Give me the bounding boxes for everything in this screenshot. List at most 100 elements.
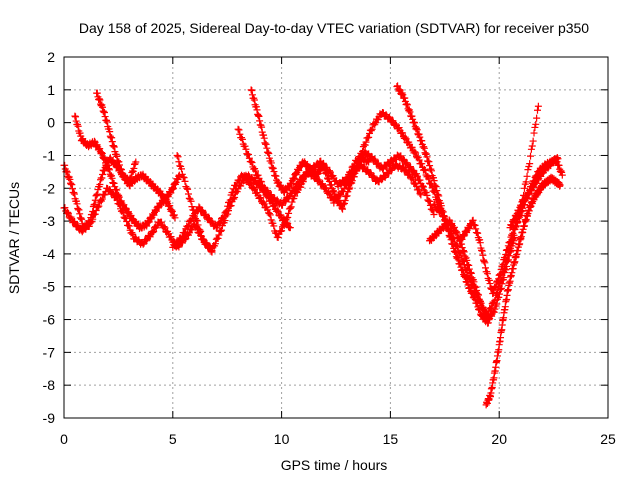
data-point [512, 211, 520, 219]
data-point [112, 185, 120, 193]
data-point [127, 212, 135, 220]
data-point [352, 163, 360, 171]
data-point [495, 275, 503, 283]
y-tick-label: -8 [43, 377, 56, 393]
data-point [327, 181, 335, 189]
data-point [67, 179, 75, 187]
data-point [365, 158, 373, 166]
data-point [87, 214, 95, 222]
data-series-sat-o [482, 173, 564, 409]
data-point [427, 165, 435, 173]
data-point [471, 221, 479, 229]
data-point [475, 296, 483, 304]
data-point [99, 171, 107, 179]
data-point [113, 152, 121, 160]
data-point [529, 137, 537, 145]
data-point [556, 181, 564, 189]
data-point [63, 208, 71, 216]
x-tick-label: 5 [169, 431, 177, 447]
data-point [405, 107, 413, 115]
data-point [408, 112, 416, 120]
data-point [254, 171, 262, 179]
data-point [73, 120, 81, 128]
data-point [485, 276, 493, 284]
data-point [175, 171, 183, 179]
data-point [361, 141, 369, 149]
data-point [413, 124, 421, 132]
data-point [352, 166, 360, 174]
data-point [255, 112, 263, 120]
data-point [420, 143, 428, 151]
x-tick-label: 0 [60, 431, 68, 447]
data-point [470, 294, 478, 302]
data-point [68, 185, 76, 193]
data-point [527, 187, 535, 195]
data-point [66, 175, 74, 183]
data-point [89, 208, 97, 216]
data-point [450, 235, 458, 243]
data-point [522, 178, 530, 186]
data-point [527, 145, 535, 153]
data-point [492, 282, 500, 290]
data-point [286, 224, 294, 232]
data-point [260, 131, 268, 139]
data-point [349, 171, 357, 179]
data-point [345, 185, 353, 193]
data-point [394, 82, 402, 90]
data-point [523, 172, 531, 180]
data-point [274, 233, 282, 241]
data-point [103, 158, 111, 166]
data-point [368, 125, 376, 133]
data-point [531, 123, 539, 131]
data-point [425, 158, 433, 166]
data-point [132, 158, 140, 166]
data-point [196, 226, 204, 234]
data-series-sat-c [71, 112, 183, 233]
data-point [491, 284, 499, 292]
data-point [362, 138, 370, 146]
data-point [497, 270, 505, 278]
data-point [528, 142, 536, 150]
data-point [253, 189, 261, 197]
data-point [160, 223, 168, 231]
data-point [64, 209, 72, 217]
data-point [93, 89, 101, 97]
data-point [401, 133, 409, 141]
data-point [418, 160, 426, 168]
data-point [484, 311, 492, 319]
data-point [532, 120, 540, 128]
data-point [419, 183, 427, 191]
data-point [70, 189, 78, 197]
data-point [450, 223, 458, 231]
data-point [78, 215, 86, 223]
y-axis-label: SDTVAR / TECUs [6, 182, 22, 294]
data-point [429, 207, 437, 215]
data-point [174, 153, 182, 161]
data-point [411, 148, 419, 156]
data-point [524, 166, 532, 174]
data-point [556, 168, 564, 176]
data-point [470, 284, 478, 292]
data-point [453, 242, 461, 250]
data-point [254, 112, 262, 120]
data-point [432, 183, 440, 191]
data-point [413, 126, 421, 134]
data-point [238, 135, 246, 143]
data-point [174, 175, 182, 183]
data-point [339, 201, 347, 209]
data-point [211, 240, 219, 248]
data-point [99, 107, 107, 115]
data-point [478, 247, 486, 255]
data-point [487, 304, 495, 312]
data-point [102, 116, 110, 124]
data-point [476, 236, 484, 244]
data-point [520, 184, 528, 192]
data-point [336, 192, 344, 200]
data-point [262, 140, 270, 148]
data-point [106, 132, 114, 140]
data-point [409, 166, 417, 174]
data-point [412, 125, 420, 133]
data-point [476, 297, 484, 305]
data-point [284, 219, 292, 227]
y-tick-label: 0 [47, 115, 55, 131]
